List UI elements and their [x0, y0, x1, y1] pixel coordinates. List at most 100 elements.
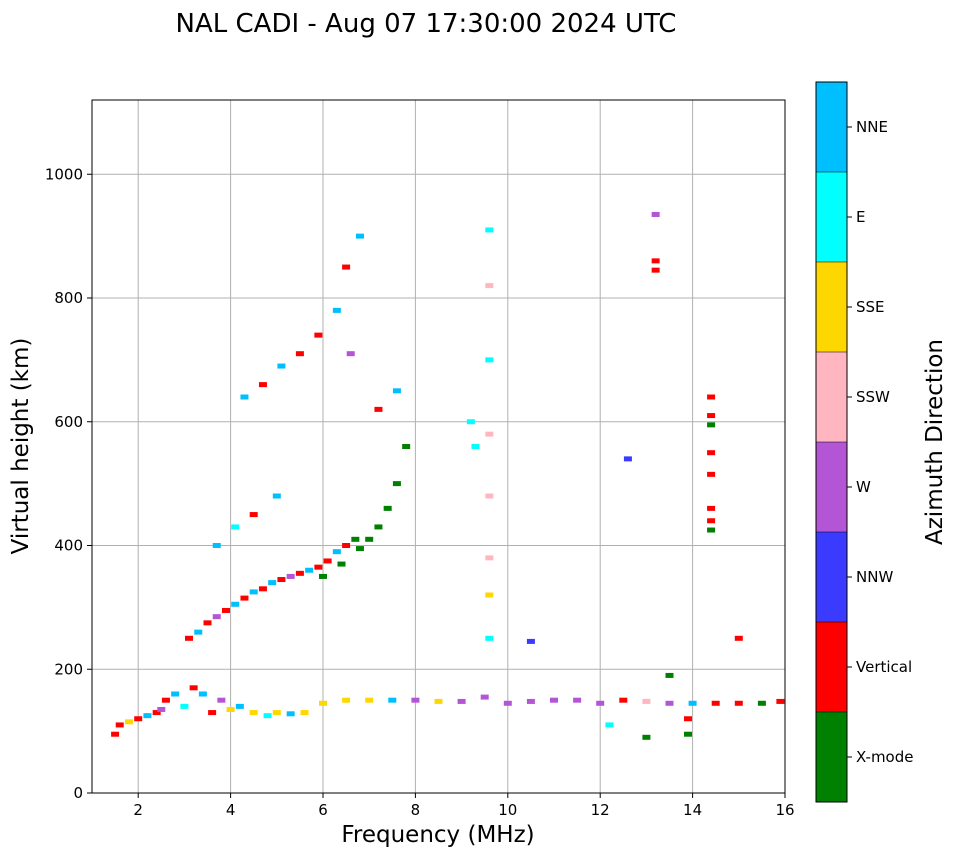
- data-point: [485, 227, 494, 233]
- data-point: [258, 586, 267, 592]
- colorbar-segment: [816, 532, 847, 622]
- data-point: [295, 351, 304, 357]
- y-tick-label: 400: [54, 537, 83, 555]
- colorbar-frame: [815, 81, 848, 803]
- data-points: [111, 211, 785, 740]
- data-point: [776, 698, 785, 704]
- data-point: [240, 595, 249, 601]
- x-axis-ticks: 2 4 6 8 10 12 14 16: [133, 793, 795, 819]
- data-point: [272, 493, 281, 499]
- data-point: [277, 577, 286, 583]
- plot-frame: [91, 99, 786, 794]
- data-point: [485, 283, 494, 289]
- data-point: [374, 524, 383, 530]
- data-point: [231, 601, 240, 607]
- colorbar-segment: [816, 442, 847, 532]
- colorbar-label-sse: SSE: [856, 298, 885, 316]
- colorbar: X-mode Vertical NNW W SSW SSE E NNE: [815, 81, 913, 803]
- data-point: [134, 716, 143, 722]
- data-point: [249, 512, 258, 518]
- data-point: [485, 431, 494, 437]
- data-point: [642, 734, 651, 740]
- data-point: [388, 697, 397, 703]
- data-point: [480, 694, 489, 700]
- data-point: [212, 543, 221, 548]
- data-point: [323, 558, 332, 564]
- x-tick-label: 2: [133, 801, 143, 819]
- y-tick-label: 200: [54, 660, 83, 678]
- data-point: [286, 711, 295, 717]
- colorbar-label-w: W: [856, 478, 871, 496]
- data-point: [402, 444, 411, 449]
- data-point: [411, 697, 420, 703]
- data-point: [485, 635, 494, 641]
- data-point: [342, 264, 351, 270]
- data-point: [707, 527, 716, 533]
- data-point: [683, 731, 692, 737]
- colorbar-segment: [816, 712, 847, 802]
- x-tick-label: 4: [226, 801, 236, 819]
- chart-title: NAL CADI - Aug 07 17:30:00 2024 UTC: [176, 9, 677, 39]
- data-point: [471, 444, 480, 449]
- data-point: [342, 543, 351, 548]
- data-point: [707, 394, 716, 400]
- data-point: [457, 698, 466, 704]
- data-point: [365, 697, 374, 703]
- data-point: [665, 700, 674, 706]
- data-point: [550, 697, 558, 703]
- colorbar-segment: [816, 262, 847, 352]
- data-point: [757, 700, 766, 706]
- data-point: [665, 672, 674, 678]
- data-point: [707, 471, 716, 477]
- colorbar-label: Azimuth Direction: [922, 339, 948, 545]
- y-tick-label: 800: [54, 289, 83, 307]
- colorbar-segment: [816, 352, 847, 442]
- data-point: [503, 700, 512, 706]
- data-point: [272, 710, 281, 716]
- x-tick-label: 10: [498, 801, 517, 819]
- data-point: [707, 450, 716, 456]
- data-point: [258, 382, 267, 388]
- data-point: [707, 518, 716, 524]
- data-point: [240, 394, 249, 400]
- data-point: [295, 570, 304, 576]
- colorbar-segment: [816, 172, 847, 262]
- grid-lines: [92, 100, 785, 793]
- x-axis-label: Frequency (MHz): [341, 822, 534, 848]
- data-point: [651, 267, 660, 273]
- data-point: [526, 698, 535, 704]
- data-point: [319, 700, 327, 706]
- data-point: [711, 700, 720, 706]
- data-point: [392, 481, 401, 487]
- data-point: [203, 620, 212, 626]
- colorbar-label-nne: NNE: [856, 118, 888, 136]
- data-point: [249, 589, 258, 595]
- data-point: [111, 731, 120, 737]
- data-point: [688, 700, 697, 706]
- data-point: [392, 388, 401, 394]
- colorbar-segment: [816, 82, 847, 172]
- data-point: [734, 700, 743, 706]
- data-point: [286, 573, 295, 579]
- data-point: [707, 422, 716, 428]
- data-point: [268, 580, 277, 586]
- y-axis-label: Virtual height (km): [8, 338, 34, 555]
- x-tick-label: 16: [775, 801, 794, 819]
- data-point: [263, 713, 272, 719]
- colorbar-label-e: E: [856, 208, 865, 226]
- data-point: [314, 332, 323, 338]
- data-point: [226, 706, 235, 712]
- x-tick-label: 8: [411, 801, 421, 819]
- data-point: [212, 614, 221, 620]
- data-point: [623, 456, 632, 462]
- data-point: [374, 406, 383, 412]
- y-tick-label: 1000: [45, 165, 83, 183]
- data-point: [115, 722, 124, 728]
- data-point: [365, 536, 374, 542]
- x-tick-label: 6: [318, 801, 328, 819]
- data-point: [194, 629, 203, 635]
- data-point: [342, 697, 351, 703]
- data-point: [642, 698, 651, 704]
- data-point: [208, 710, 217, 716]
